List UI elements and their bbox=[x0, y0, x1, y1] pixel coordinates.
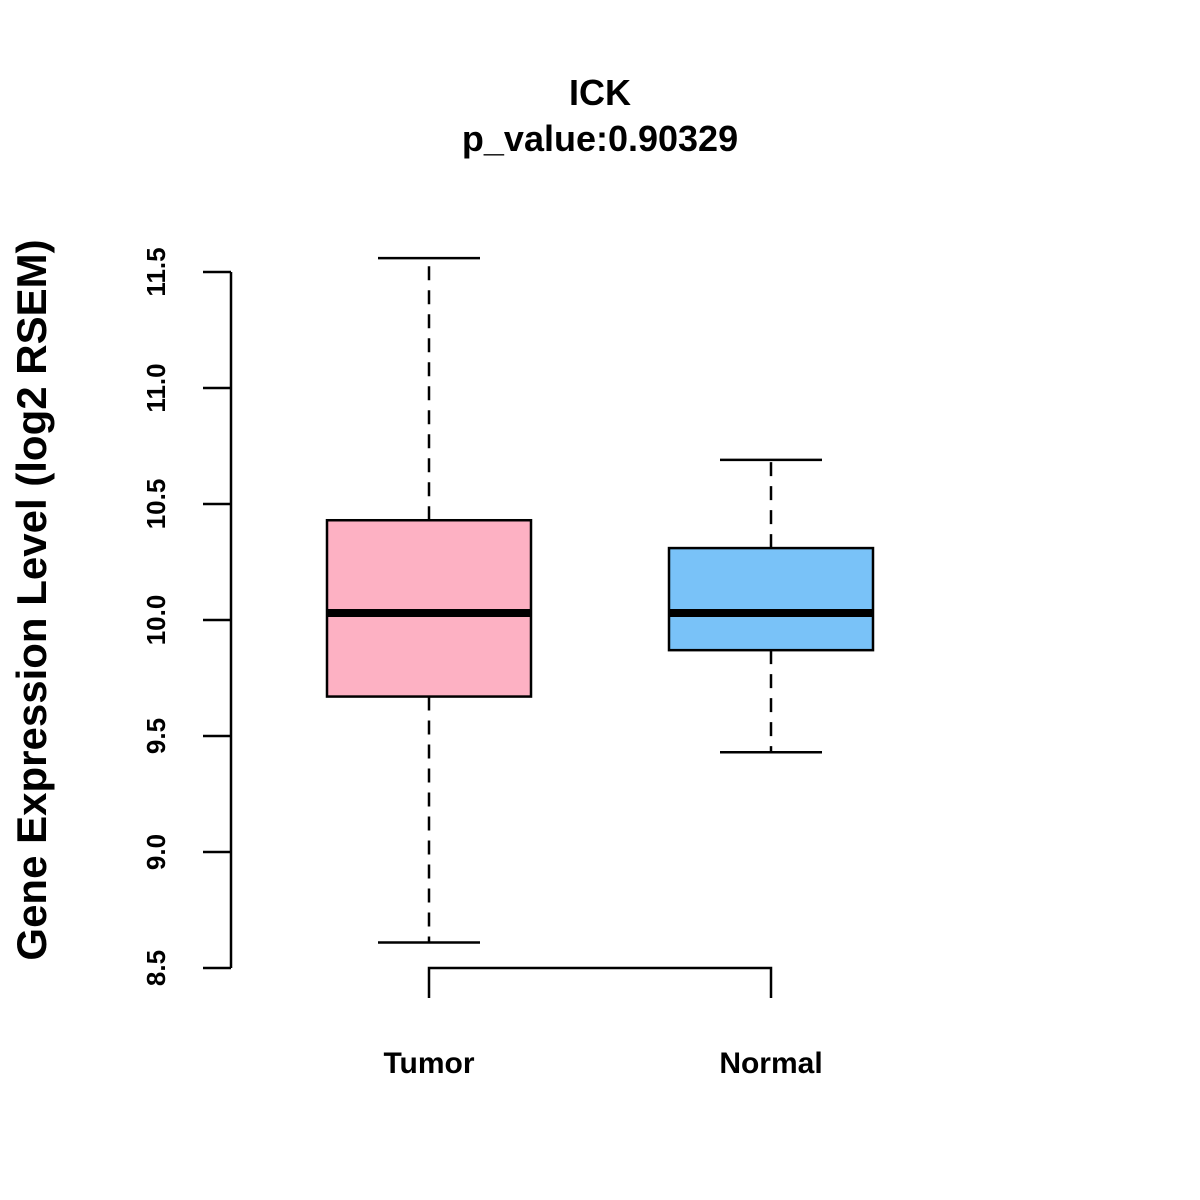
y-tick-label: 11.0 bbox=[141, 363, 171, 412]
box-iqr bbox=[667, 546, 875, 652]
chart-title: ICK bbox=[569, 72, 631, 113]
boxes bbox=[325, 256, 875, 998]
x-axis-labels: Tumor Normal bbox=[383, 1047, 822, 1080]
y-tick-label: 10.0 bbox=[141, 595, 171, 646]
chart-subtitle: p_value:0.90329 bbox=[462, 118, 738, 159]
x-label-tumor: Tumor bbox=[383, 1047, 474, 1080]
box-normal bbox=[667, 458, 875, 754]
box-tumor bbox=[325, 256, 533, 944]
y-tick-label: 11.5 bbox=[141, 247, 171, 296]
y-axis: 8.5 9.0 9.5 10.0 10.5 11.0 11.5 bbox=[141, 247, 233, 986]
y-tick-label: 9.5 bbox=[141, 718, 171, 754]
y-tick-label: 8.5 bbox=[141, 950, 171, 986]
y-tick-label: 9.0 bbox=[141, 834, 171, 870]
box-iqr bbox=[325, 518, 533, 698]
y-tick-label: 10.5 bbox=[141, 479, 171, 530]
y-axis-label: Gene Expression Level (log2 RSEM) bbox=[8, 239, 55, 960]
comparison-bracket bbox=[427, 966, 773, 998]
x-label-normal: Normal bbox=[719, 1047, 822, 1080]
